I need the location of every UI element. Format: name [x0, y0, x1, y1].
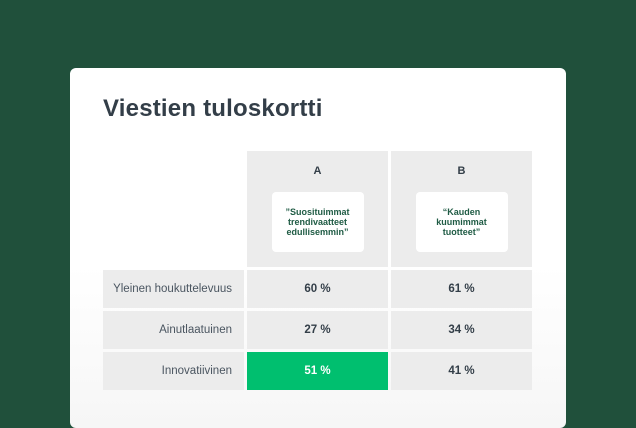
row-label: Yleinen houkuttelevuus — [103, 270, 244, 308]
table-cell-a: 27 % — [247, 311, 388, 349]
table-cell-a-highlighted: 51 % — [247, 352, 388, 390]
scorecard-card: Viestien tuloskortti A ”Suosituimmat tre… — [70, 68, 566, 428]
table-corner — [103, 151, 244, 267]
scorecard-table: A ”Suosituimmat trendivaatteet edullisem… — [103, 151, 532, 390]
column-letter: B — [457, 165, 466, 177]
table-cell-b: 41 % — [391, 352, 532, 390]
message-quote: “Kauden kuumimmat tuotteet” — [415, 192, 508, 252]
row-label: Innovatiivinen — [103, 352, 244, 390]
table-cell-a: 60 % — [247, 270, 388, 308]
column-header-b: B “Kauden kuumimmat tuotteet” — [391, 151, 532, 267]
message-quote: ”Suosituimmat trendivaatteet edullisemmi… — [271, 192, 364, 252]
table-cell-b: 61 % — [391, 270, 532, 308]
column-letter: A — [313, 165, 322, 177]
page-title: Viestien tuloskortti — [103, 95, 323, 122]
table-cell-b: 34 % — [391, 311, 532, 349]
row-label: Ainutlaatuinen — [103, 311, 244, 349]
column-header-a: A ”Suosituimmat trendivaatteet edullisem… — [247, 151, 388, 267]
